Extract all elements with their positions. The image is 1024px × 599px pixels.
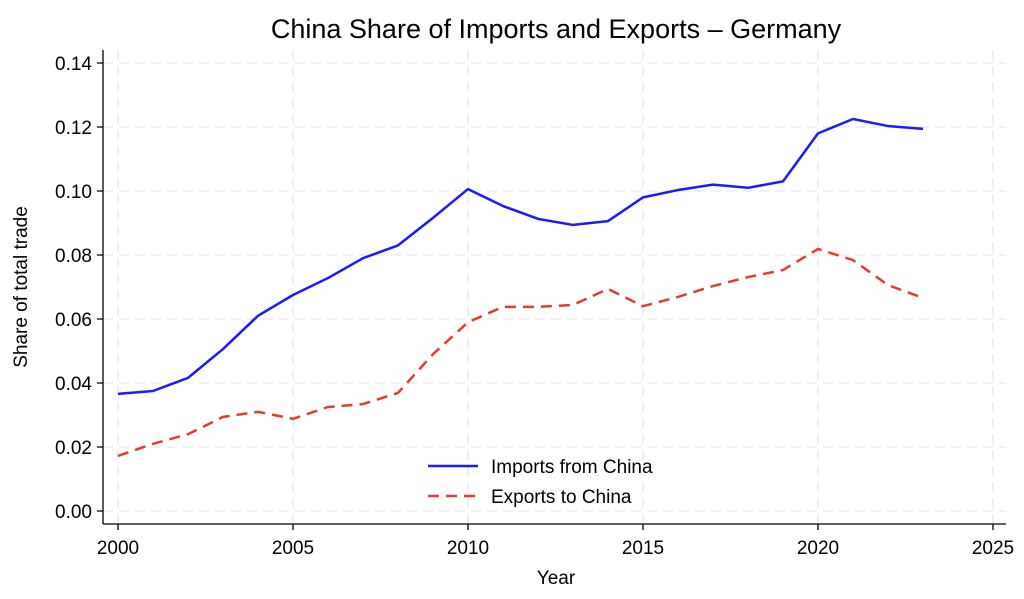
legend: Imports from China Exports to China — [428, 457, 653, 508]
legend-label-exports: Exports to China — [491, 487, 632, 508]
y-tick-label: 0.06 — [55, 310, 92, 331]
y-tick-label: 0.00 — [55, 502, 92, 523]
imports-series-line — [118, 119, 923, 394]
y-tick-label: 0.12 — [55, 118, 92, 139]
y-tick-label: 0.10 — [55, 182, 92, 203]
legend-label-imports: Imports from China — [491, 457, 653, 478]
x-tick-label: 2000 — [97, 538, 139, 559]
x-tick-label: 2010 — [447, 538, 489, 559]
x-tick-label: 2005 — [272, 538, 314, 559]
chart-title: China Share of Imports and Exports – Ger… — [271, 14, 842, 44]
y-tick-label: 0.14 — [55, 54, 92, 75]
x-axis-label: Year — [537, 568, 576, 589]
x-tick-label: 2020 — [797, 538, 839, 559]
exports-series-line — [118, 249, 923, 456]
y-tick-label: 0.02 — [55, 438, 92, 459]
y-tick-label: 0.04 — [55, 374, 92, 395]
y-tick-label: 0.08 — [55, 246, 92, 267]
x-tick-label: 2015 — [622, 538, 664, 559]
x-tick-label: 2025 — [972, 538, 1014, 559]
y-axis-label: Share of total trade — [11, 206, 32, 368]
